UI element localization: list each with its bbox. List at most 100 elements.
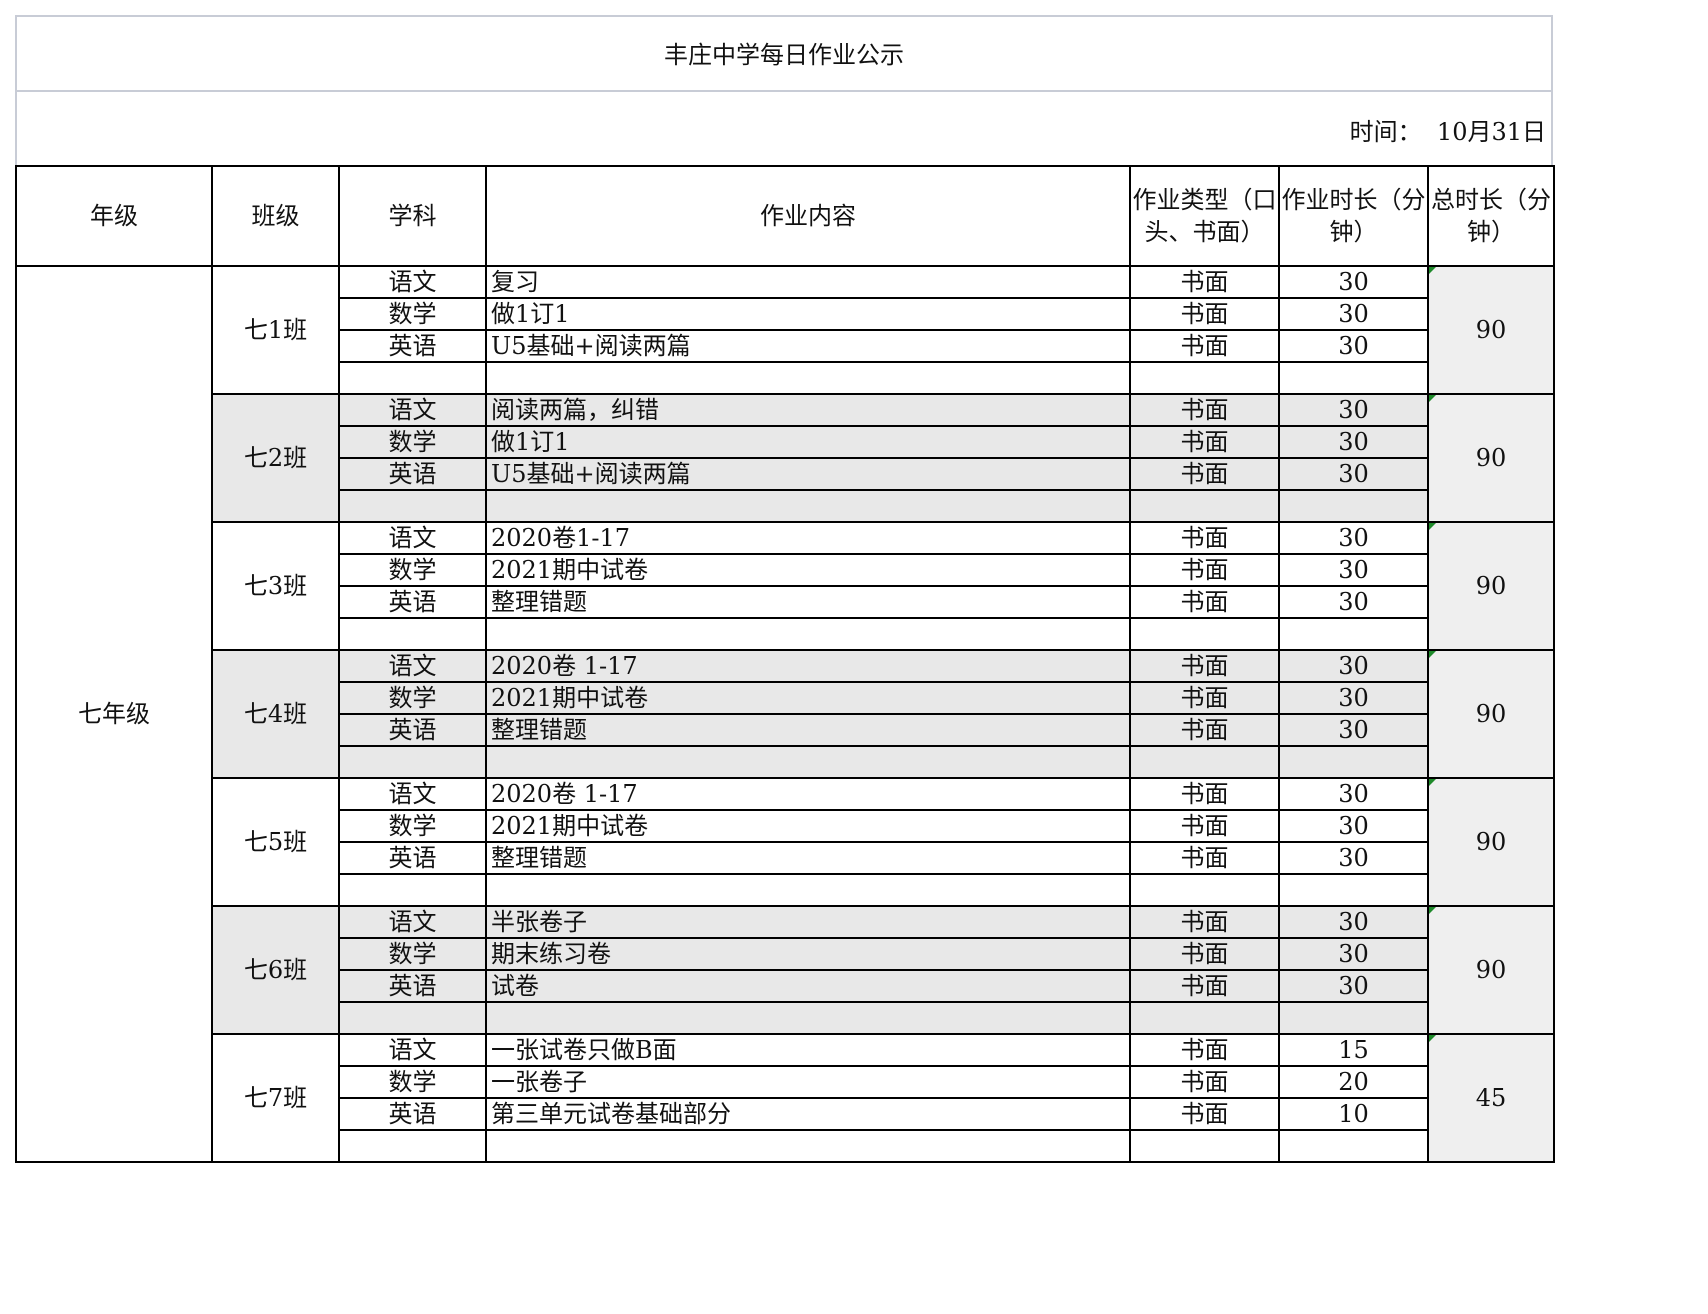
header-total: 总时长（分钟）	[1427, 165, 1555, 267]
content-cell: 复习	[485, 265, 1131, 299]
subject-cell: 英语	[338, 457, 487, 491]
total-cell: 90	[1427, 393, 1555, 523]
type-cell: 书面	[1129, 1097, 1280, 1131]
duration-cell	[1278, 745, 1429, 779]
content-cell: 整理错题	[485, 841, 1131, 875]
duration-cell	[1278, 1129, 1429, 1163]
type-cell: 书面	[1129, 393, 1280, 427]
duration-cell: 30	[1278, 841, 1429, 875]
content-cell: 一张试卷只做B面	[485, 1033, 1131, 1067]
content-cell	[485, 873, 1131, 907]
content-cell	[485, 361, 1131, 395]
type-cell	[1129, 1129, 1280, 1163]
table-row: 英语 试卷 书面 30	[16, 969, 1554, 1003]
content-cell: 期末练习卷	[485, 937, 1131, 971]
content-cell	[485, 617, 1131, 651]
table-row: 七年级 七1班 语文 复习 书面 30 90	[15, 265, 1555, 1163]
content-cell	[485, 489, 1131, 523]
duration-cell: 30	[1278, 425, 1429, 459]
subject-cell: 语文	[338, 265, 487, 299]
total-cell: 90	[1427, 649, 1555, 779]
subject-cell: 语文	[338, 393, 487, 427]
class-cell: 七3班	[211, 521, 340, 651]
total-cell: 90	[1427, 521, 1555, 651]
table-row: 数学 2021期中试卷 书面 30	[16, 681, 1554, 715]
subject-cell: 数学	[338, 809, 487, 843]
page-title: 丰庄中学每日作业公示	[15, 15, 1553, 92]
grade-cell: 七年级	[15, 265, 213, 1163]
subject-cell	[338, 489, 487, 523]
content-cell: U5基础+阅读两篇	[485, 457, 1131, 491]
content-cell: 一张卷子	[485, 1065, 1131, 1099]
subject-cell: 数学	[338, 425, 487, 459]
homework-table: 年级 班级 学科 作业内容 作业类型（口头、书面） 作业时长（分钟） 总时长（分…	[15, 165, 1555, 1163]
total-cell: 90	[1427, 905, 1555, 1035]
subject-cell: 数学	[338, 297, 487, 331]
duration-cell	[1278, 617, 1429, 651]
content-cell: 2021期中试卷	[485, 681, 1131, 715]
table-row: 七2班 语文 阅读两篇，纠错 书面 30 90	[16, 393, 1555, 523]
type-cell	[1129, 873, 1280, 907]
type-cell: 书面	[1129, 905, 1280, 939]
type-cell: 书面	[1129, 809, 1280, 843]
subject-cell: 数学	[338, 937, 487, 971]
content-cell: 2020卷 1-17	[485, 649, 1131, 683]
content-cell: U5基础+阅读两篇	[485, 329, 1131, 363]
content-cell: 阅读两篇，纠错	[485, 393, 1131, 427]
type-cell: 书面	[1129, 457, 1280, 491]
header-type: 作业类型（口头、书面）	[1129, 165, 1280, 267]
table-row	[16, 617, 1554, 651]
table-row: 英语 整理错题 书面 30	[16, 713, 1554, 747]
subject-cell: 语文	[338, 521, 487, 555]
content-cell	[485, 745, 1131, 779]
table-row: 数学 做1订1 书面 30	[16, 297, 1554, 331]
type-cell: 书面	[1129, 937, 1280, 971]
type-cell: 书面	[1129, 425, 1280, 459]
duration-cell	[1278, 361, 1429, 395]
duration-cell: 30	[1278, 393, 1429, 427]
type-cell	[1129, 361, 1280, 395]
type-cell: 书面	[1129, 841, 1280, 875]
type-cell: 书面	[1129, 1065, 1280, 1099]
header-row: 年级 班级 学科 作业内容 作业类型（口头、书面） 作业时长（分钟） 总时长（分…	[15, 165, 1555, 267]
type-cell: 书面	[1129, 1033, 1280, 1067]
subject-cell	[338, 617, 487, 651]
table-row: 数学 2021期中试卷 书面 30	[16, 809, 1554, 843]
duration-cell: 30	[1278, 457, 1429, 491]
duration-cell: 30	[1278, 585, 1429, 619]
duration-cell	[1278, 873, 1429, 907]
type-cell: 书面	[1129, 265, 1280, 299]
subject-cell: 英语	[338, 1097, 487, 1131]
type-cell: 书面	[1129, 681, 1280, 715]
duration-cell: 20	[1278, 1065, 1429, 1099]
table-row: 数学 一张卷子 书面 20	[16, 1065, 1554, 1099]
duration-cell: 30	[1278, 265, 1429, 299]
type-cell: 书面	[1129, 969, 1280, 1003]
duration-cell: 30	[1278, 553, 1429, 587]
class-cell: 七5班	[211, 777, 340, 907]
duration-cell: 30	[1278, 969, 1429, 1003]
table-row	[16, 1001, 1554, 1035]
table-row: 七5班 语文 2020卷 1-17 书面 30 90	[16, 777, 1555, 907]
subject-cell: 语文	[338, 905, 487, 939]
table-row	[16, 745, 1554, 779]
type-cell	[1129, 1001, 1280, 1035]
table-row: 七4班 语文 2020卷 1-17 书面 30 90	[16, 649, 1555, 779]
header-subject: 学科	[338, 165, 487, 267]
type-cell: 书面	[1129, 777, 1280, 811]
subject-cell: 语文	[338, 1033, 487, 1067]
content-cell: 整理错题	[485, 713, 1131, 747]
table-row	[16, 1129, 1554, 1163]
duration-cell: 30	[1278, 649, 1429, 683]
class-cell: 七6班	[211, 905, 340, 1035]
duration-cell: 15	[1278, 1033, 1429, 1067]
table-row: 英语 第三单元试卷基础部分 书面 10	[16, 1097, 1554, 1131]
table-row: 数学 做1订1 书面 30	[16, 425, 1554, 459]
content-cell: 2020卷1-17	[485, 521, 1131, 555]
subject-cell	[338, 745, 487, 779]
table-row	[16, 489, 1554, 523]
type-cell: 书面	[1129, 585, 1280, 619]
subject-cell: 英语	[338, 969, 487, 1003]
class-cell: 七4班	[211, 649, 340, 779]
header-grade: 年级	[15, 165, 213, 267]
